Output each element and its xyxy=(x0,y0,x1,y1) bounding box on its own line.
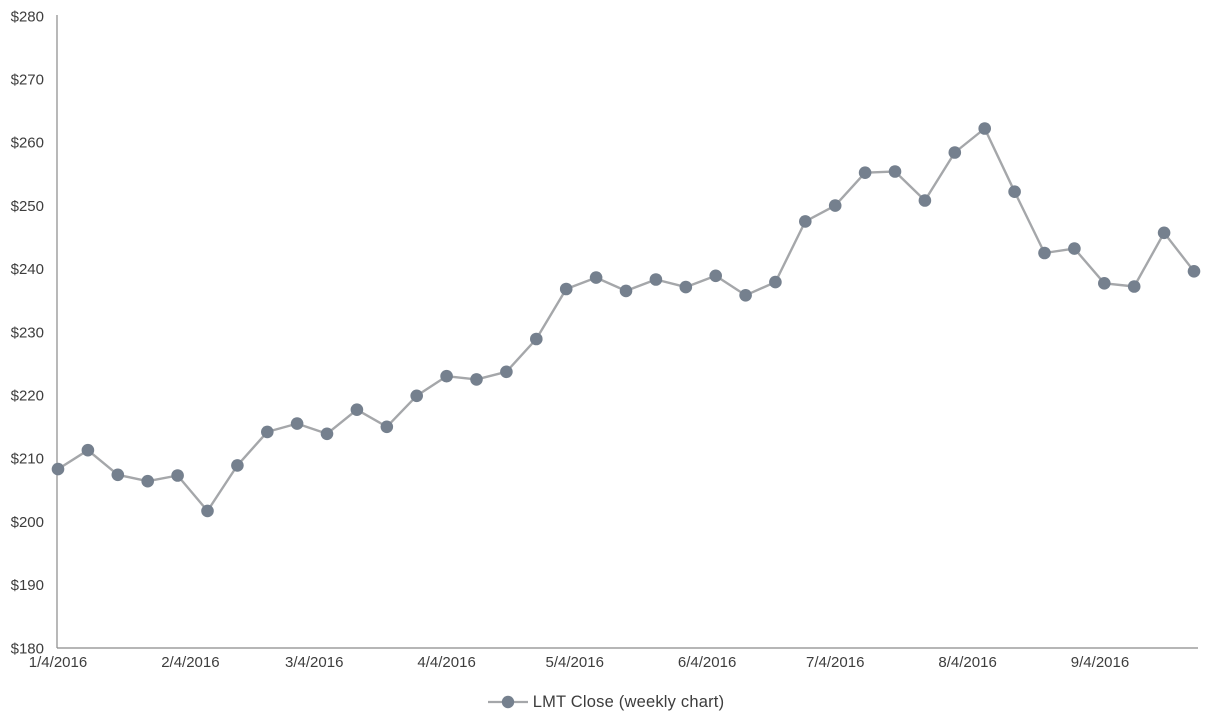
legend-line-marker-icon xyxy=(487,695,528,709)
data-point-marker xyxy=(1157,226,1171,240)
data-point-marker xyxy=(201,504,214,518)
y-axis-tick-label: $240 xyxy=(11,261,44,278)
y-axis-tick-label: $210 xyxy=(11,451,44,468)
y-axis-tick-label: $250 xyxy=(11,198,44,215)
series-line xyxy=(56,127,1196,513)
data-point-marker xyxy=(290,417,304,430)
data-point-marker xyxy=(141,474,154,488)
data-point-marker xyxy=(978,122,991,135)
y-axis-tick-label: $220 xyxy=(11,387,44,404)
legend: LMT Close (weekly chart) xyxy=(0,689,1211,715)
data-point-marker xyxy=(559,282,573,296)
data-point-marker xyxy=(799,215,812,228)
data-point-marker xyxy=(171,469,184,482)
data-point-marker xyxy=(440,369,453,383)
data-point-marker xyxy=(261,425,274,439)
data-point-marker xyxy=(649,273,663,286)
x-axis-tick-label: 9/4/2016 xyxy=(1071,654,1129,671)
data-point-marker xyxy=(1187,265,1201,278)
data-point-marker xyxy=(1098,277,1111,290)
data-point-marker xyxy=(350,403,364,417)
data-point-marker xyxy=(380,420,394,434)
x-axis-tick-label: 2/4/2016 xyxy=(161,654,219,671)
data-point-marker xyxy=(111,468,125,482)
data-point-marker xyxy=(1038,246,1051,260)
data-point-marker xyxy=(948,146,962,159)
y-axis-tick-label: $230 xyxy=(11,324,44,341)
y-axis-tick-label: $180 xyxy=(11,640,44,657)
data-point-marker xyxy=(679,280,693,294)
data-point-marker xyxy=(530,332,543,346)
data-point-marker xyxy=(231,459,244,472)
data-point-marker xyxy=(410,389,424,403)
data-point-marker xyxy=(1127,280,1141,293)
legend-label: LMT Close (weekly chart) xyxy=(532,692,725,711)
data-point-marker xyxy=(320,427,334,441)
data-point-marker xyxy=(858,166,872,179)
y-axis-tick-label: $280 xyxy=(11,8,44,25)
data-point-marker xyxy=(1068,242,1081,255)
x-axis-tick-label: 5/4/2016 xyxy=(546,654,604,671)
data-point-marker xyxy=(500,365,513,379)
data-point-marker xyxy=(769,275,782,289)
data-point-marker xyxy=(888,165,902,178)
data-point-marker xyxy=(619,284,633,298)
data-point-marker xyxy=(709,269,722,283)
x-axis-tick-label: 7/4/2016 xyxy=(806,654,864,671)
x-axis-tick-label: 8/4/2016 xyxy=(938,654,996,671)
x-axis-tick-label: 6/4/2016 xyxy=(678,654,736,671)
y-axis-tick-label: $260 xyxy=(11,135,44,152)
data-point-marker xyxy=(470,373,483,386)
data-point-marker xyxy=(739,289,752,302)
y-axis-tick-label: $190 xyxy=(11,577,44,594)
data-point-marker xyxy=(828,199,842,212)
y-axis-tick-label: $200 xyxy=(11,514,44,531)
x-axis-tick-label: 4/4/2016 xyxy=(417,654,475,671)
data-point-marker xyxy=(589,271,603,284)
data-point-marker xyxy=(918,194,932,207)
data-point-marker xyxy=(1008,185,1021,198)
x-axis-tick-label: 3/4/2016 xyxy=(285,654,343,671)
x-axis-tick-label: 1/4/2016 xyxy=(29,654,87,671)
y-axis-tick-label: $270 xyxy=(11,71,44,88)
data-point-marker xyxy=(51,462,65,476)
data-point-marker xyxy=(81,443,95,457)
